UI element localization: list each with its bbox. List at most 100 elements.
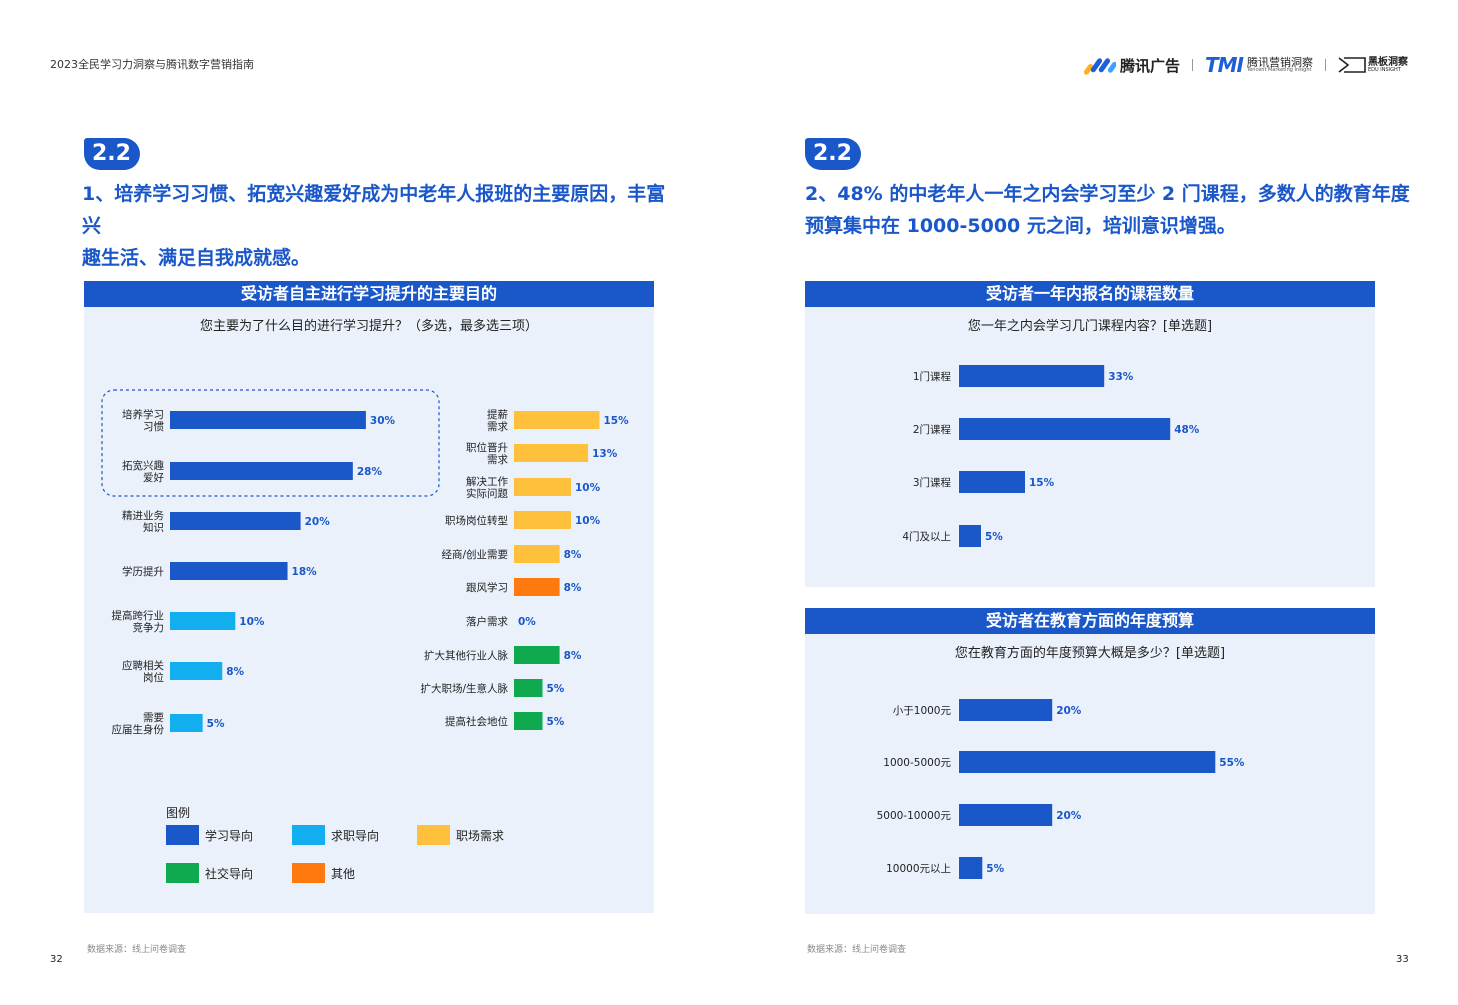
courses-chart-svg: 1门课程 33% 2门课程 48% 3门课程 15% 4门及以上 5%: [902, 365, 1200, 547]
value-label: 8%: [226, 666, 244, 678]
bar: [514, 679, 543, 697]
section-badge-left: 2.2: [84, 138, 140, 170]
value-label: 48%: [1174, 424, 1200, 436]
tmi-cn: 腾讯营销洞察: [1247, 56, 1313, 69]
purpose-chart-question: 您主要为了什么目的进行学习提升？（多选，最多选三项）: [199, 319, 538, 334]
category-label: 扩大其他行业人脉: [424, 649, 508, 662]
bar: [170, 612, 236, 630]
value-label: 5%: [207, 718, 225, 730]
purpose-chart-svg: 培养学习习惯 30% 拓宽兴趣爱好 28% 精进业务知识 20% 学历提升 18% 提高跨行业竞…: [101, 389, 630, 736]
legend-label: 职场需求: [456, 828, 505, 843]
headline-left-line1: 1、培养学习习惯、拓宽兴趣爱好成为中老年人报班的主要原因，丰富兴: [82, 183, 666, 237]
page-number-right: 33: [1396, 954, 1409, 965]
bar: [514, 545, 560, 563]
courses-chart-title: 受访者一年内报名的课程数量: [805, 281, 1375, 307]
bar: [959, 365, 1105, 387]
category-label: 学历提升: [122, 565, 164, 578]
category-label: 1000-5000元: [883, 757, 951, 769]
legend-swatch: [417, 825, 450, 845]
tmi-logo: TMI 腾讯营销洞察 Tencent Marketing Insight: [1205, 53, 1313, 77]
category-label: 解决工作实际问题: [466, 475, 508, 500]
edu-cn: 黑板洞察: [1368, 56, 1408, 68]
value-label: 5%: [547, 683, 565, 695]
tmi-mark: TMI: [1205, 53, 1244, 77]
budget-chart-question: 您在教育方面的年度预算大概是多少？[单选题]: [954, 646, 1226, 661]
bar: [170, 512, 301, 530]
legend-label: 社交导向: [205, 866, 254, 881]
category-label: 经商/创业需要: [441, 548, 508, 561]
value-label: 8%: [564, 549, 582, 561]
bar: [514, 646, 560, 664]
logo-bar: 腾讯广告 TMI 腾讯营销洞察 Tencent Marketing Insigh…: [1083, 52, 1408, 78]
category-label: 职位晋升需求: [466, 441, 508, 466]
edu-en: EDU INSIGHT: [1368, 66, 1401, 73]
value-label: 8%: [564, 650, 582, 662]
legend-item-job: 求职导向: [292, 825, 379, 845]
value-label: 20%: [305, 516, 331, 528]
bar: [959, 751, 1216, 773]
tencent-ads-mark-icon: [1083, 58, 1116, 75]
value-label: 15%: [1029, 477, 1055, 489]
headline-left-line2: 趣生活、满足自我成就感。: [82, 247, 311, 269]
value-label: 10%: [239, 616, 265, 628]
value-label: 5%: [547, 716, 565, 728]
value-label: 28%: [357, 466, 383, 478]
category-label: 5000-10000元: [877, 810, 952, 822]
bar: [170, 662, 223, 680]
bar: [959, 699, 1053, 721]
headline-left: 1、培养学习习惯、拓宽兴趣爱好成为中老年人报班的主要原因，丰富兴 趣生活、满足自…: [82, 178, 682, 274]
category-label: 需要应届生身份: [112, 712, 165, 736]
source-left: 数据来源：线上问卷调查: [87, 945, 187, 955]
category-label: 3门课程: [913, 476, 952, 489]
value-label: 0%: [518, 616, 536, 628]
budget-chart-title: 受访者在教育方面的年度预算: [805, 608, 1375, 634]
bar: [170, 411, 366, 429]
section-badge-right: 2.2: [805, 138, 861, 170]
category-label: 提高跨行业竞争力: [112, 609, 165, 634]
bar: [514, 578, 560, 596]
category-label: 培养学习习惯: [122, 408, 164, 433]
purpose-chart-title: 受访者自主进行学习提升的主要目的: [84, 281, 654, 307]
legend-label: 其他: [331, 866, 356, 881]
tencent-ads-text: 腾讯广告: [1119, 56, 1180, 75]
logo-divider: [1325, 59, 1326, 71]
value-label: 33%: [1108, 371, 1134, 383]
bar: [514, 511, 571, 529]
category-label: 落户需求: [466, 615, 508, 628]
headline-right-line1: 2、48% 的中老年人一年之内会学习至少 2 门课程，多数人的教育年度: [805, 183, 1410, 205]
courses-chart-question: 您一年之内会学习几门课程内容？[单选题]: [967, 319, 1213, 334]
bar: [959, 525, 981, 547]
bar: [959, 418, 1171, 440]
legend-label: 求职导向: [331, 828, 380, 843]
category-label: 跟风学习: [466, 581, 508, 594]
purpose-chart-panel: 受访者自主进行学习提升的主要目的 您主要为了什么目的进行学习提升？（多选，最多选…: [84, 281, 654, 913]
value-label: 18%: [292, 566, 318, 578]
value-label: 5%: [985, 531, 1003, 543]
category-label: 提薪需求: [487, 409, 508, 433]
source-right: 数据来源：线上问卷调查: [807, 945, 907, 955]
highlight-dashed-box: [101, 389, 440, 497]
logo-divider: [1192, 59, 1193, 71]
bar: [514, 411, 600, 429]
legend-title: 图例: [166, 806, 191, 820]
legend-swatch: [166, 863, 199, 883]
bar: [959, 857, 983, 879]
category-label: 小于1000元: [893, 705, 952, 717]
value-label: 13%: [592, 448, 618, 460]
category-label: 4门及以上: [902, 530, 951, 543]
courses-chart-panel: 受访者一年内报名的课程数量 您一年之内会学习几门课程内容？[单选题] 1门课程 3…: [805, 281, 1375, 587]
bar: [959, 471, 1025, 493]
value-label: 15%: [604, 415, 630, 427]
edu-insight-logo: 黑板洞察 EDU INSIGHT: [1338, 57, 1408, 73]
legend-swatch: [292, 825, 325, 845]
value-label: 5%: [986, 863, 1004, 875]
page-number-left: 32: [50, 954, 63, 965]
edu-insight-mark-icon: [1338, 57, 1366, 73]
bar: [170, 462, 353, 480]
budget-chart-panel: 受访者在教育方面的年度预算 您在教育方面的年度预算大概是多少？[单选题] 小于1…: [805, 608, 1375, 914]
bar: [514, 712, 543, 730]
tencent-ads-logo: 腾讯广告: [1083, 55, 1180, 76]
value-label: 10%: [575, 482, 601, 494]
bar: [514, 478, 571, 496]
value-label: 20%: [1056, 810, 1082, 822]
